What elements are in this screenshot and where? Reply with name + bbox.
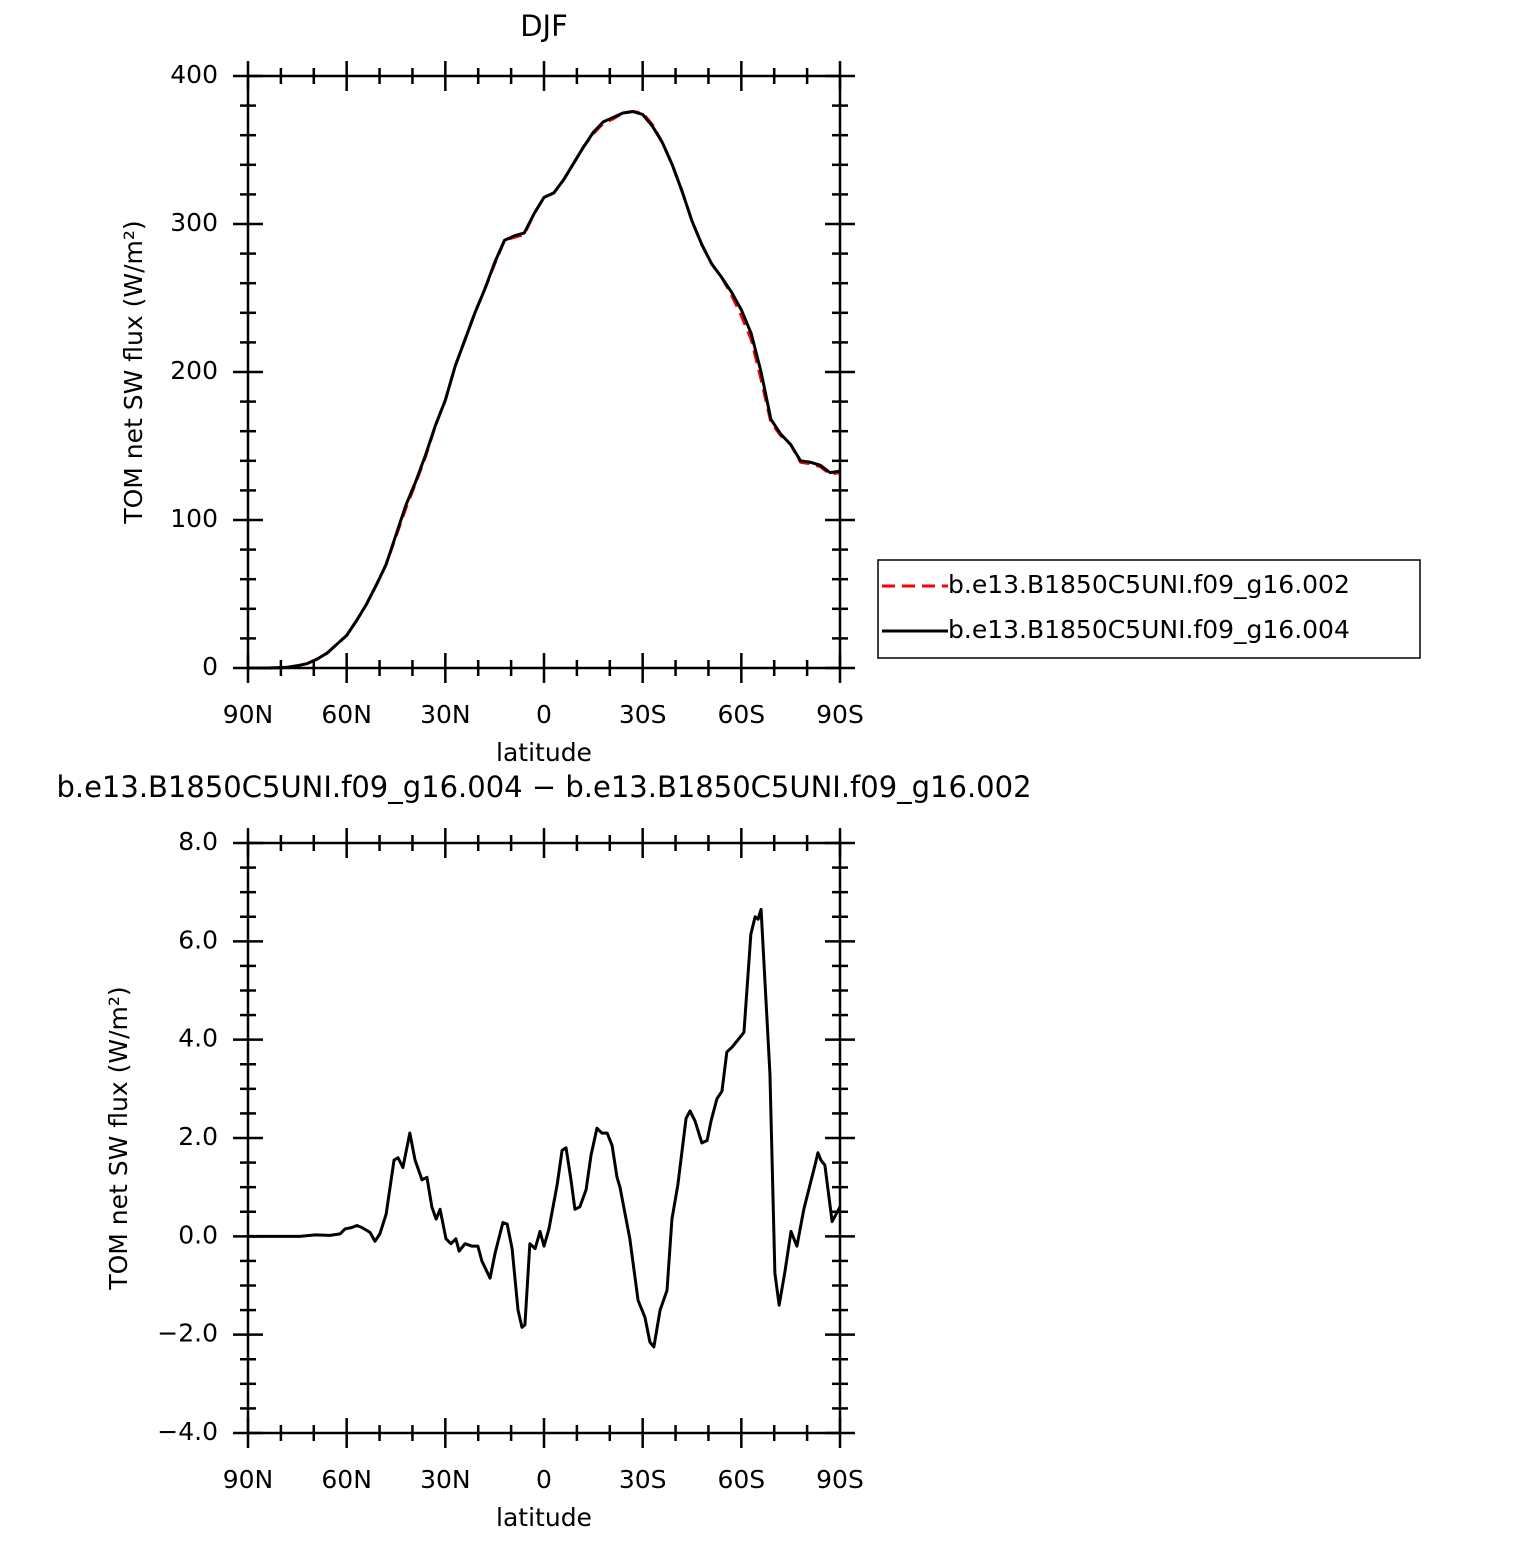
y-tick-label: 100 xyxy=(170,504,218,533)
x-axis-label: latitude xyxy=(496,738,592,767)
y-axis-label: TOM net SW flux (W/m²) xyxy=(104,986,133,1290)
x-tick-label: 0 xyxy=(536,700,552,729)
plot-frame xyxy=(246,74,842,670)
y-tick-label: 8.0 xyxy=(178,827,218,856)
y-tick-label: 2.0 xyxy=(178,1122,218,1151)
x-tick-label: 60S xyxy=(717,700,765,729)
y-tick-label: 0 xyxy=(202,652,218,681)
y-tick-label: 0.0 xyxy=(178,1220,218,1249)
x-tick-label: 90N xyxy=(223,700,274,729)
x-axis-label: latitude xyxy=(496,1503,592,1532)
y-tick-label: 400 xyxy=(170,60,218,89)
chart-title: b.e13.B1850C5UNI.f09_g16.004 − b.e13.B18… xyxy=(56,770,1031,804)
plot-frame xyxy=(246,841,842,1435)
legend-label: b.e13.B1850C5UNI.f09_g16.002 xyxy=(948,570,1350,599)
x-tick-label: 30N xyxy=(420,1465,471,1494)
y-tick-label: 6.0 xyxy=(178,925,218,954)
y-axis-label: TOM net SW flux (W/m²) xyxy=(119,220,148,524)
y-tick-label: −4.0 xyxy=(157,1417,218,1446)
x-tick-label: 90S xyxy=(816,700,864,729)
y-tick-label: 200 xyxy=(170,356,218,385)
legend-box xyxy=(877,559,1421,659)
y-tick-label: 4.0 xyxy=(178,1024,218,1053)
data-line xyxy=(248,110,841,670)
x-tick-label: 30S xyxy=(619,700,667,729)
x-tick-label: 60N xyxy=(321,1465,372,1494)
x-tick-label: 0 xyxy=(536,1465,552,1494)
x-tick-label: 30N xyxy=(420,700,471,729)
chart-title: DJF xyxy=(520,9,568,43)
x-tick-label: 60S xyxy=(717,1465,765,1494)
x-tick-label: 60N xyxy=(321,700,372,729)
data-line xyxy=(248,110,841,670)
x-tick-label: 30S xyxy=(619,1465,667,1494)
data-line xyxy=(248,907,842,1349)
y-tick-label: −2.0 xyxy=(157,1319,218,1348)
legend-label: b.e13.B1850C5UNI.f09_g16.004 xyxy=(948,615,1350,644)
x-tick-label: 90N xyxy=(223,1465,274,1494)
y-tick-label: 300 xyxy=(170,208,218,237)
x-tick-label: 90S xyxy=(816,1465,864,1494)
